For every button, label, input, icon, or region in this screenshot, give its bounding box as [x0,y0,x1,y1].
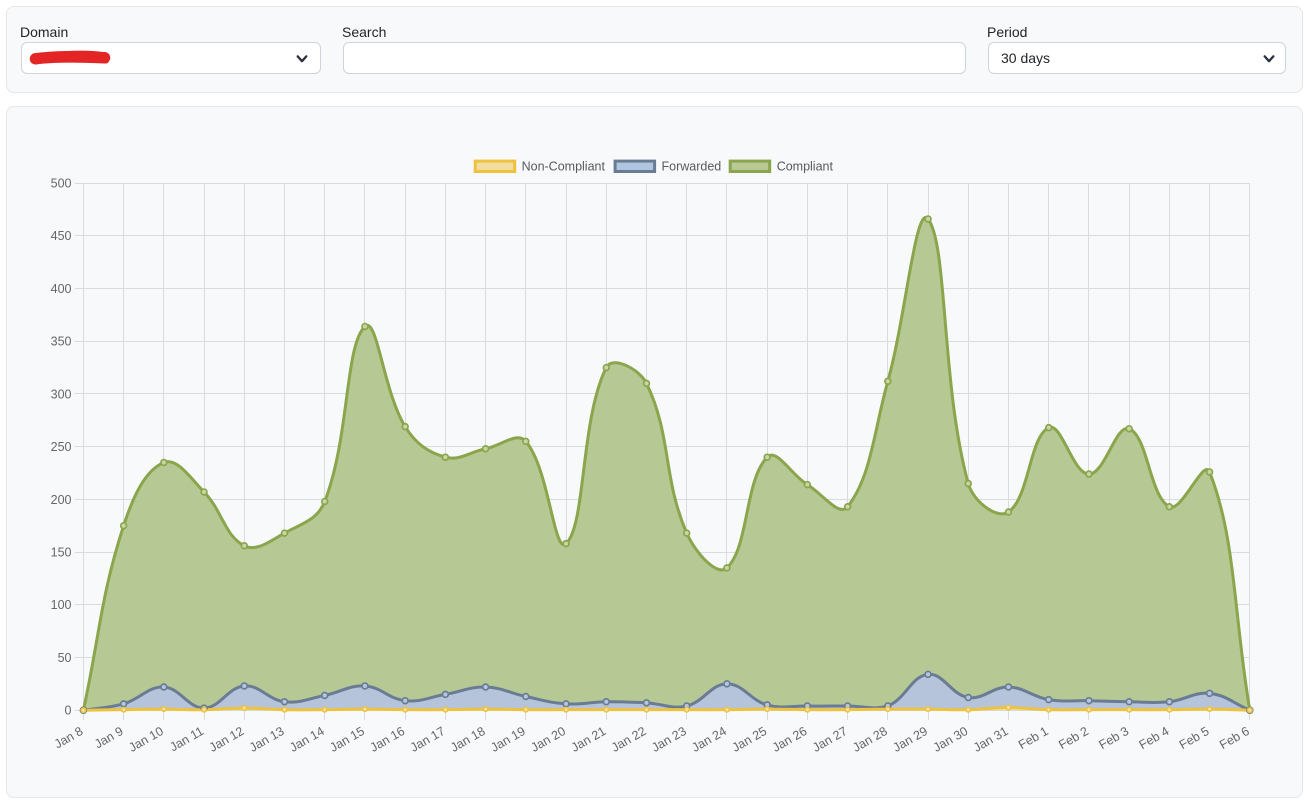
svg-text:Jan 10: Jan 10 [126,724,166,755]
svg-text:350: 350 [51,335,72,349]
svg-text:Jan 28: Jan 28 [850,724,890,755]
svg-text:Non-Compliant: Non-Compliant [522,159,606,173]
svg-text:Jan 9: Jan 9 [92,724,126,751]
svg-text:Jan 25: Jan 25 [730,724,770,755]
svg-text:Jan 8: Jan 8 [52,724,86,751]
svg-text:Jan 29: Jan 29 [891,724,931,755]
svg-text:Jan 26: Jan 26 [770,724,810,755]
svg-text:450: 450 [51,229,72,243]
svg-text:Feb 4: Feb 4 [1137,724,1172,752]
svg-text:Jan 22: Jan 22 [609,724,649,755]
svg-text:150: 150 [51,545,72,559]
svg-text:Forwarded: Forwarded [662,159,722,173]
svg-text:100: 100 [51,598,72,612]
svg-text:300: 300 [51,387,72,401]
svg-text:Jan 31: Jan 31 [971,724,1011,755]
svg-text:500: 500 [51,177,72,191]
svg-text:Jan 18: Jan 18 [448,724,488,755]
svg-text:Jan 21: Jan 21 [569,724,609,755]
svg-text:250: 250 [51,440,72,454]
svg-text:400: 400 [51,282,72,296]
svg-text:Jan 24: Jan 24 [689,724,729,755]
svg-text:Feb 3: Feb 3 [1096,724,1131,752]
svg-text:Jan 15: Jan 15 [327,724,367,755]
svg-text:Jan 19: Jan 19 [488,724,528,755]
svg-text:Jan 14: Jan 14 [287,724,327,755]
svg-text:Feb 5: Feb 5 [1177,724,1212,752]
svg-text:200: 200 [51,493,72,507]
svg-text:Jan 20: Jan 20 [529,724,569,755]
svg-text:Compliant: Compliant [777,159,834,173]
svg-text:Jan 11: Jan 11 [167,724,206,754]
svg-text:50: 50 [58,651,72,665]
svg-text:Feb 2: Feb 2 [1056,724,1091,752]
svg-text:Jan 13: Jan 13 [247,724,287,755]
svg-text:Jan 30: Jan 30 [931,724,971,755]
svg-text:Jan 16: Jan 16 [368,724,408,755]
svg-text:0: 0 [65,704,72,718]
svg-text:Jan 27: Jan 27 [810,724,850,755]
svg-text:Feb 6: Feb 6 [1217,724,1252,752]
svg-text:Jan 12: Jan 12 [207,724,247,755]
svg-text:Feb 1: Feb 1 [1016,724,1051,752]
svg-text:Jan 23: Jan 23 [649,724,689,755]
svg-text:Jan 17: Jan 17 [408,724,448,755]
